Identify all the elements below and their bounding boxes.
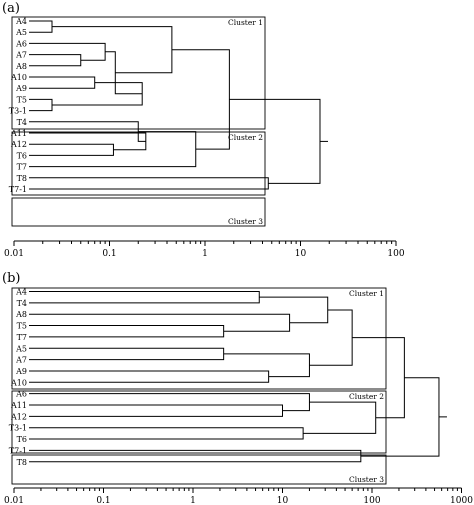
panel-a-tick-label: 0.1: [102, 249, 116, 259]
panel-a-branch: [29, 131, 197, 168]
panel-a-leaf: T5: [17, 95, 27, 104]
panel-a-leaf-labels: A4 A5 A6 A7 A8 A10 A9 T5 T3-1 T4 A11 A12…: [9, 17, 27, 194]
panel-a-leaf: T7: [17, 163, 27, 172]
panel-a-leaf: T3-1: [9, 107, 27, 116]
panel-a-branch: [29, 132, 147, 151]
panel-a-leaf: A6: [15, 39, 27, 48]
panel-a-leaf: T6: [17, 151, 27, 160]
panel-b-branch: [29, 291, 260, 304]
panel-a-branch: [29, 76, 96, 89]
panel-a-leaf: A12: [10, 140, 27, 149]
panel-b-leaf: A4: [15, 288, 27, 297]
panel-b-label: (b): [2, 271, 20, 286]
panel-a: (a) A4 A5 A6 A7 A8 A10 A9 T5 T3-1 T4 A11…: [2, 1, 405, 259]
panel-b-cluster-labels: Cluster 1 Cluster 2 Cluster 3: [349, 289, 384, 484]
panel-b-leaf: A12: [10, 412, 27, 421]
panel-a-leaf: A4: [15, 17, 27, 26]
panel-b-leaf: T4: [17, 299, 27, 308]
panel-a-label: (a): [2, 1, 20, 16]
panel-a-tick-label: 0.01: [4, 249, 24, 259]
panel-b-leaf-labels: A4 T4 A8 T5 T7 A5 A7 A9 A10 A6 A11 A12 T…: [9, 288, 27, 467]
panel-b-leaf: A10: [10, 378, 27, 387]
panel-a-leaf: T8: [17, 174, 27, 183]
panel-a-branch: [229, 98, 321, 184]
panel-b-tick-label: 1: [190, 496, 196, 505]
panel-b-branch: [29, 393, 310, 412]
panel-b-branch: [223, 353, 310, 378]
panel-b: (b) A4 T4 A8 T5 T7 A5 A7 A9 A10 A6 A11 A…: [2, 271, 473, 505]
panel-a-cluster-label: Cluster 3: [228, 217, 263, 226]
panel-a-cluster-box: [11, 197, 266, 227]
panel-b-branch: [29, 427, 304, 440]
panel-a-cluster-label: Cluster 2: [228, 133, 263, 142]
panel-a-branch: [29, 177, 269, 190]
panel-b-branch: [303, 401, 377, 434]
panel-b-tick-label: 0.1: [96, 496, 110, 505]
panel-a-branch: [29, 54, 82, 67]
panel-b-branch: [29, 313, 291, 332]
panel-b-leaf: A6: [15, 390, 27, 399]
panel-a-tick-label: 10: [295, 249, 307, 259]
panel-b-leaf: T5: [17, 322, 27, 331]
panel-a-shapes: [11, 16, 397, 246]
panel-a-cluster-labels: Cluster 1 Cluster 2 Cluster 3: [228, 18, 263, 226]
panel-b-branch: [259, 296, 329, 324]
panel-a-branch: [29, 42, 106, 61]
panel-b-tick-label: 1000: [450, 496, 473, 505]
panel-b-leaf: A8: [15, 310, 27, 319]
panel-a-branch: [29, 143, 114, 156]
panel-a-leaf: A5: [15, 28, 27, 37]
panel-b-branch: [309, 309, 353, 366]
panel-a-leaf: A10: [10, 73, 27, 82]
panel-b-branch: [29, 404, 283, 417]
panel-a-leaf: A7: [15, 51, 27, 60]
panel-b-leaf: A11: [10, 401, 27, 410]
panel-b-leaf: A5: [15, 344, 27, 353]
panel-a-tick-labels: 0.01 0.1 1 10 100: [4, 249, 405, 259]
panel-b-branch: [29, 370, 270, 383]
panel-b-leaf: T6: [17, 435, 27, 444]
panel-b-leaf: T3-1: [9, 424, 27, 433]
panel-a-leaf: A8: [15, 62, 27, 71]
panel-a-branch: [29, 121, 146, 142]
panel-b-tick-label: 0.01: [4, 496, 24, 505]
panel-b-cluster-label: Cluster 3: [349, 475, 384, 484]
panel-b-tick-label: 10: [277, 496, 289, 505]
panel-a-branch: [29, 20, 53, 33]
panel-b-branch: [29, 347, 225, 361]
panel-b-leaf: A7: [15, 356, 27, 365]
panel-b-leaf: T8: [17, 458, 27, 467]
panel-b-cluster-label: Cluster 1: [349, 289, 384, 298]
panel-a-leaf: A11: [10, 129, 27, 138]
panel-a-branch: [29, 98, 53, 112]
panel-b-shapes: [11, 287, 462, 493]
panel-a-tick-label: 1: [202, 249, 208, 259]
panel-a-cluster-label: Cluster 1: [228, 18, 263, 27]
panel-a-leaf: A9: [15, 84, 27, 93]
panel-b-leaf: T7-1: [9, 446, 27, 455]
panel-b-cluster-box: [11, 390, 387, 454]
panel-a-leaf: T4: [17, 118, 27, 127]
panel-b-cluster-box: [11, 454, 387, 485]
panel-b-leaf: A9: [15, 367, 27, 376]
panel-a-leaf: T7-1: [9, 185, 27, 194]
panel-b-cluster-label: Cluster 2: [349, 392, 384, 401]
panel-b-tick-label: 100: [363, 496, 380, 505]
panel-b-branch: [29, 325, 225, 338]
panel-a-tick-label: 100: [387, 249, 404, 259]
panel-b-tick-labels: 0.01 0.1 1 10 100 1000: [4, 496, 473, 505]
panel-b-cluster-box: [11, 287, 387, 390]
panel-b-branch: [352, 337, 405, 419]
panel-a-branch: [171, 49, 230, 150]
panel-b-branch: [29, 449, 362, 463]
panel-b-leaf: T7: [17, 333, 27, 342]
